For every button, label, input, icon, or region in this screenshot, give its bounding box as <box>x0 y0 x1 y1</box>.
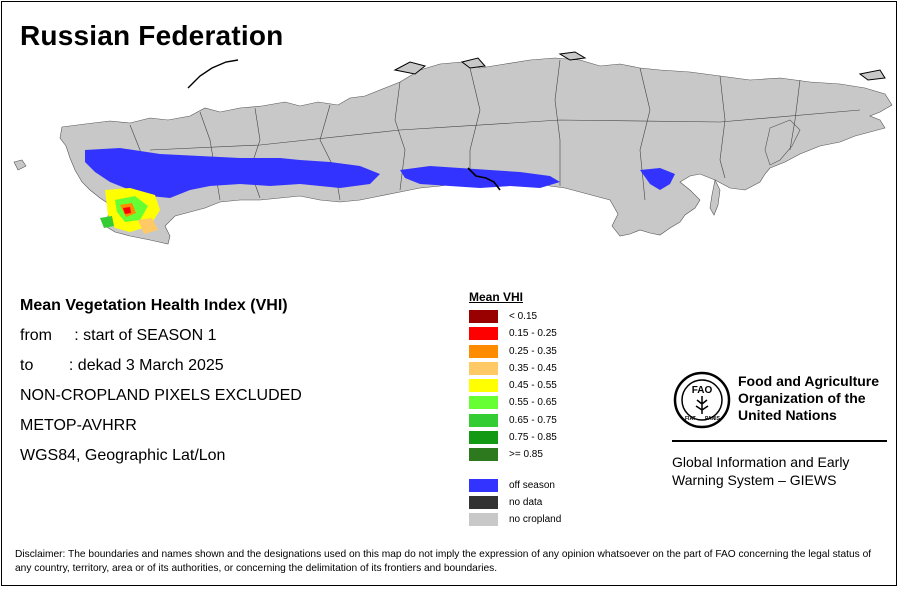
legend-item-swatch <box>469 448 498 462</box>
info-to: to : dekad 3 March 2025 <box>20 357 224 374</box>
kaliningrad <box>13 159 27 171</box>
legend-item-swatch <box>469 310 498 323</box>
legend-item-row: < 0.15 <box>469 308 537 325</box>
map-area <box>13 51 893 245</box>
legend-item-label: >= 0.85 <box>509 449 543 461</box>
legend-item-row: 0.15 - 0.25 <box>469 325 557 342</box>
legend-item-swatch <box>469 361 498 375</box>
fao-logo-icon: FAO FIAT PANIS <box>673 371 731 429</box>
legend-item-label: 0.45 - 0.55 <box>509 380 557 392</box>
legend-item-row: 0.55 - 0.65 <box>469 394 557 411</box>
legend-item-swatch <box>469 413 498 427</box>
legend-item-label: 0.25 - 0.35 <box>509 345 557 357</box>
legend-item-label: 0.65 - 0.75 <box>509 414 557 426</box>
info-sensor: METOP-AVHRR <box>20 417 137 434</box>
novaya-zemlya <box>187 59 239 89</box>
map-title: Russian Federation <box>20 20 284 51</box>
fao-divider <box>672 440 887 442</box>
legend-extra-swatch <box>469 495 498 509</box>
legend: Mean VHI < 0.15 0.15 - 0.25 0.25 - 0.35 0.3… <box>469 290 561 529</box>
giews-line2: Warning System – GIEWS <box>672 472 837 488</box>
map-info: Mean Vegetation Health Index (VHI) from … <box>20 296 302 476</box>
kamchatka <box>764 119 801 166</box>
info-heading: Mean Vegetation Health Index (VHI) <box>20 297 288 314</box>
sakhalin <box>709 179 721 216</box>
fao-name-line1: Food and Agriculture <box>738 373 880 389</box>
giews-line1: Global Information and Early <box>672 454 850 470</box>
disclaimer: Disclaimer: The boundaries and names sho… <box>15 549 872 574</box>
legend-item-swatch <box>469 327 498 341</box>
legend-extra-swatch <box>469 478 498 492</box>
off-season-cropland <box>85 148 675 198</box>
fao-name: Food and Agriculture Organization of the… <box>738 373 879 424</box>
legend-item-row: 0.45 - 0.55 <box>469 377 557 394</box>
giews-name: Global Information and Early Warning Sys… <box>672 453 849 489</box>
legend-item-label: 0.15 - 0.25 <box>509 328 557 340</box>
legend-item-swatch <box>469 344 498 358</box>
legend-item-row: >= 0.85 <box>469 446 543 463</box>
legend-extra-label: no cropland <box>509 514 562 526</box>
southern-vhi-area <box>100 188 160 234</box>
legend-item-swatch <box>469 396 498 410</box>
legend-item-swatch <box>469 379 498 393</box>
legend-item-label: 0.55 - 0.65 <box>509 397 557 409</box>
legend-extra-label: no data <box>509 496 543 508</box>
lake-baikal <box>467 167 501 191</box>
fao-name-line2: Organization of the <box>738 390 866 406</box>
legend-extra-swatch <box>469 513 498 527</box>
fao-name-line3: United Nations <box>738 407 837 423</box>
legend-item-label: < 0.15 <box>509 311 538 322</box>
legend-extra-row: no data <box>469 494 542 511</box>
arctic-islands <box>393 51 886 81</box>
legend-item-row: 0.75 - 0.85 <box>469 429 557 446</box>
legend-item-row: 0.35 - 0.45 <box>469 360 557 377</box>
fao-motto-right: PANIS <box>705 416 721 422</box>
fao-logo-text: FAO <box>692 385 713 396</box>
legend-item-row: 0.25 - 0.35 <box>469 343 557 360</box>
legend-extra-label: off season <box>509 479 555 491</box>
fao-motto-left: FIAT <box>685 416 696 422</box>
info-excluded: NON-CROPLAND PIXELS EXCLUDED <box>20 387 302 404</box>
legend-extra: off season no data no cropland <box>469 477 561 529</box>
legend-item-swatch <box>469 431 498 445</box>
legend-title: Mean VHI <box>469 290 524 304</box>
info-projection: WGS84, Geographic Lat/Lon <box>20 447 226 464</box>
info-from: from : start of SEASON 1 <box>20 327 217 344</box>
legend-item-label: 0.75 - 0.85 <box>509 432 557 444</box>
legend-items: < 0.15 0.15 - 0.25 0.25 - 0.35 0.35 - 0.45 0… <box>469 308 557 464</box>
legend-item-row: 0.65 - 0.75 <box>469 412 557 429</box>
legend-extra-row: no cropland <box>469 511 561 528</box>
legend-item-label: 0.35 - 0.45 <box>509 362 557 374</box>
legend-extra-row: off season <box>469 477 555 494</box>
